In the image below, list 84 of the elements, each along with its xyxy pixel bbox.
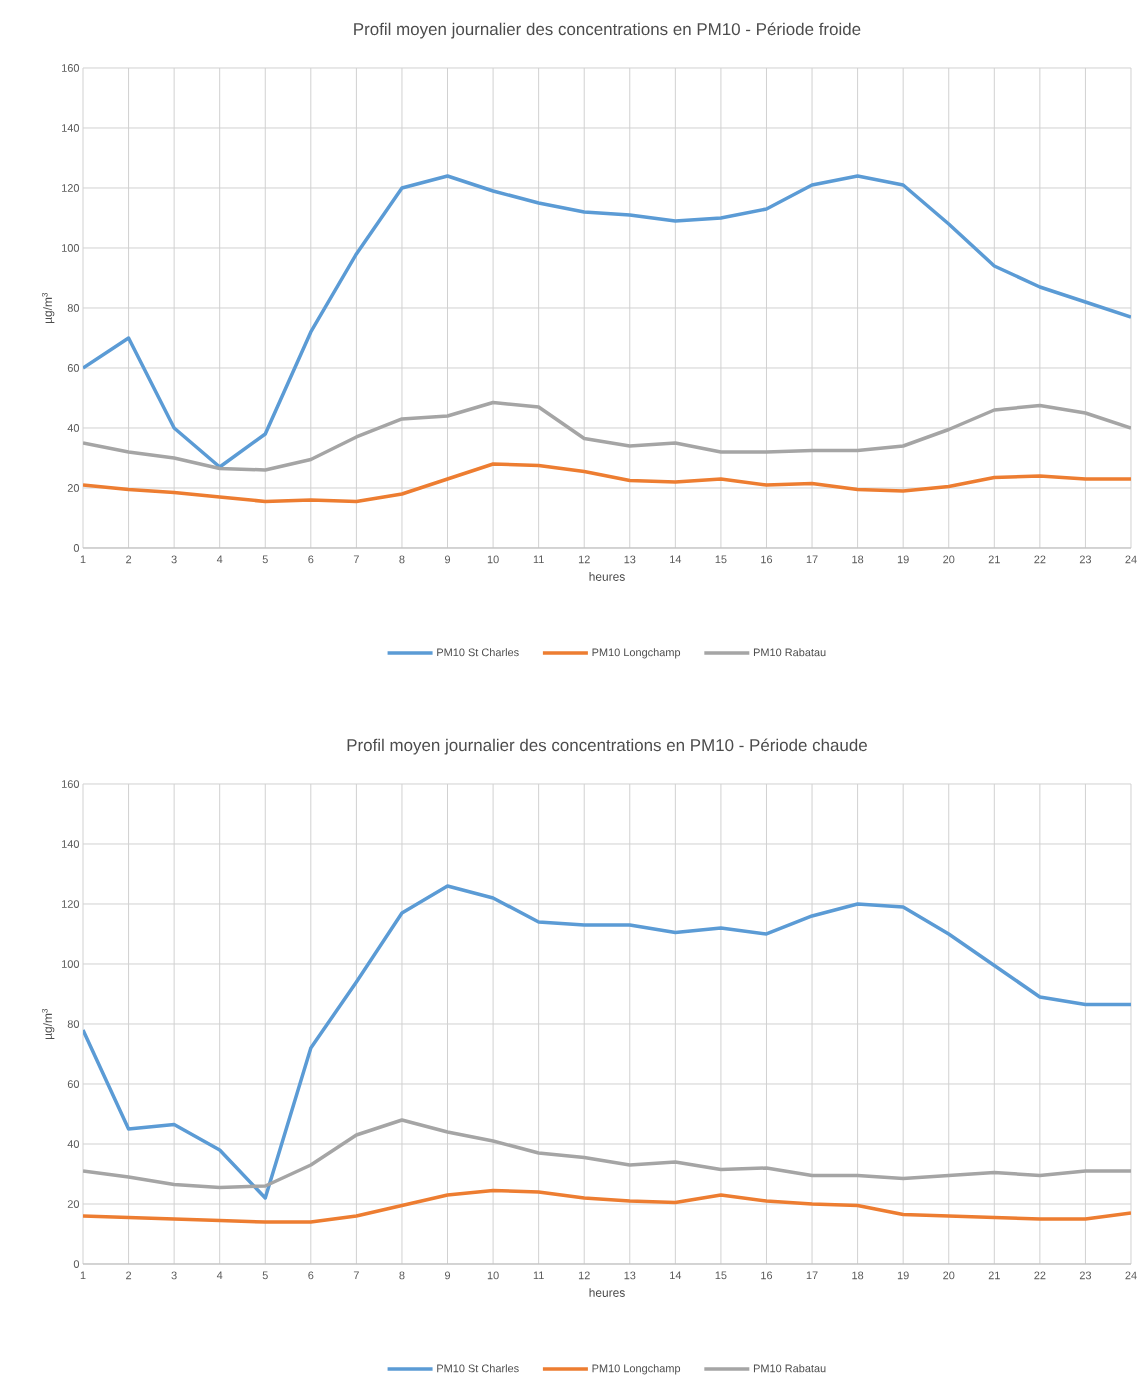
x-tick-label: 5: [262, 1271, 268, 1280]
x-tick-label: 22: [1034, 555, 1046, 564]
x-tick-label: 2: [126, 1271, 132, 1280]
y-tick-label: 80: [67, 1020, 80, 1028]
y-tick-label: 20: [67, 484, 80, 492]
y-tick-label: 80: [67, 304, 80, 312]
x-tick-label: 24: [1125, 555, 1137, 564]
x-tick-label: 23: [1079, 1271, 1092, 1280]
y-tick-label: 100: [62, 960, 80, 968]
x-tick-label: 21: [988, 555, 1000, 564]
x-tick-label: 20: [943, 555, 955, 564]
x-tick-label: 16: [761, 555, 773, 564]
x-axis-title: heures: [589, 1288, 625, 1297]
y-tick-label: 60: [67, 364, 80, 372]
y-axis-title: µg/m$^{3}$: [41, 292, 55, 324]
y-tick-label: 20: [67, 1200, 80, 1208]
x-tick-label: 15: [715, 1271, 727, 1280]
x-tick-label: 12: [578, 555, 590, 564]
y-tick-label: 140: [62, 840, 80, 848]
x-tick-label: 1: [80, 1271, 86, 1280]
y-tick-label: 40: [67, 424, 80, 432]
x-tick-label: 4: [216, 555, 223, 564]
line-series: [83, 174, 1131, 469]
x-tick-label: 8: [399, 555, 405, 564]
x-tick-label: 16: [761, 1271, 773, 1280]
x-tick-label: 11: [533, 555, 544, 564]
x-tick-label: 9: [444, 1271, 451, 1280]
line-series: [83, 400, 1131, 472]
x-tick-label: 3: [171, 1271, 177, 1280]
x-tick-label: 23: [1079, 555, 1092, 564]
x-tick-label: 7: [353, 1271, 359, 1280]
legend-label: PM10 St Charles: [437, 1364, 519, 1373]
x-tick-label: 6: [308, 1271, 314, 1280]
y-tick-label: 40: [67, 1140, 80, 1148]
x-tick-label: 19: [897, 555, 909, 564]
legend-label: PM10 Longchamp: [592, 1364, 681, 1375]
x-tick-label: 18: [852, 555, 864, 564]
x-tick-label: 21: [988, 1271, 1000, 1280]
y-axis-title: µg/m$^{3}$: [41, 1008, 55, 1040]
line-series: [83, 884, 1131, 1200]
line-series: [83, 462, 1131, 504]
chart-title: Profil moyen journalier des concentrations en PM10 - Période froide: [354, 22, 861, 39]
y-tick-label: 0: [73, 1260, 80, 1268]
x-tick-label: 13: [624, 1271, 636, 1280]
x-tick-label: 12: [578, 1271, 590, 1280]
x-tick-label: 17: [806, 1271, 818, 1280]
x-tick-label: 19: [897, 1271, 909, 1280]
legend-label: PM10 Rabatau: [753, 648, 826, 657]
legend-label: PM10 St Charles: [437, 648, 519, 657]
x-tick-label: 6: [308, 555, 314, 564]
x-tick-label: 1: [80, 555, 86, 564]
y-tick-label: 140: [62, 124, 80, 132]
x-tick-label: 13: [624, 555, 636, 564]
x-tick-label: 20: [943, 1271, 955, 1280]
x-tick-label: 4: [216, 1271, 223, 1280]
x-tick-label: 14: [670, 555, 682, 564]
y-tick-label: 160: [62, 780, 80, 788]
y-tick-label: 120: [62, 900, 80, 908]
x-tick-label: 14: [670, 1271, 682, 1280]
y-tick-label: 100: [62, 244, 80, 252]
line-series: [83, 1118, 1131, 1190]
y-tick-label: 160: [62, 64, 80, 72]
x-tick-label: 18: [852, 1271, 864, 1280]
x-axis-title: heures: [589, 572, 625, 581]
x-tick-label: 17: [806, 555, 818, 564]
legend-label: PM10 Rabatau: [753, 1364, 826, 1373]
y-tick-label: 120: [62, 184, 80, 192]
chart-title: Profil moyen journalier des concentrations en PM10 - Période chaude: [347, 738, 867, 755]
x-tick-label: 3: [171, 555, 177, 564]
y-tick-label: 60: [67, 1080, 80, 1088]
x-tick-label: 15: [715, 555, 727, 564]
y-tick-label: 0: [73, 544, 80, 552]
x-tick-label: 10: [487, 555, 499, 564]
x-tick-label: 9: [444, 555, 451, 564]
x-tick-label: 24: [1125, 1271, 1137, 1280]
x-tick-label: 7: [353, 555, 359, 564]
x-tick-label: 5: [262, 555, 268, 564]
line-series: [83, 1188, 1131, 1224]
x-tick-label: 10: [487, 1271, 499, 1280]
x-tick-label: 8: [399, 1271, 405, 1280]
x-tick-label: 11: [533, 1271, 544, 1280]
legend-label: PM10 Longchamp: [592, 648, 681, 659]
x-tick-label: 2: [126, 555, 132, 564]
x-tick-label: 22: [1034, 1271, 1046, 1280]
